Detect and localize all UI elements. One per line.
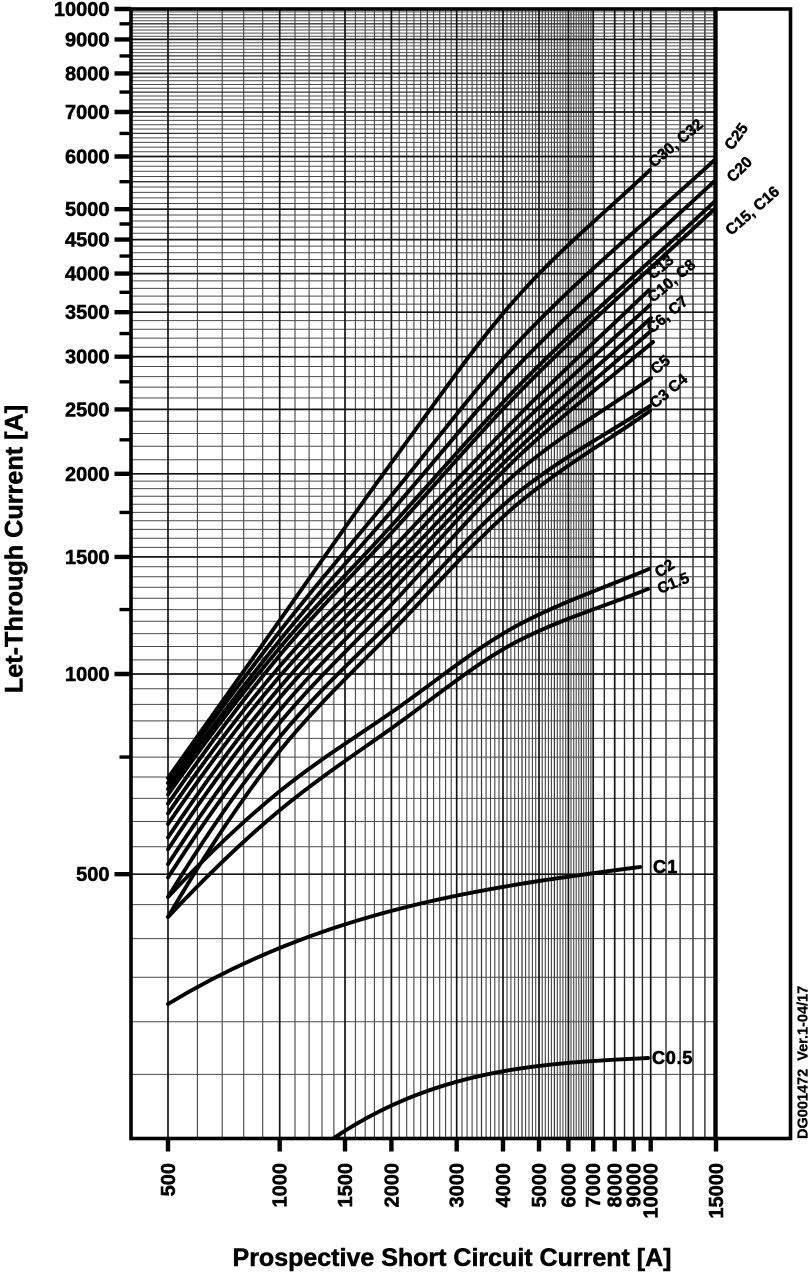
svg-text:500: 500 xyxy=(76,864,109,886)
svg-text:9000: 9000 xyxy=(65,29,110,51)
svg-text:2500: 2500 xyxy=(65,399,110,421)
svg-text:8000: 8000 xyxy=(605,1163,627,1208)
svg-text:7000: 7000 xyxy=(65,102,110,124)
svg-text:1500: 1500 xyxy=(65,547,110,569)
svg-text:Let-Through Current [A]: Let-Through Current [A] xyxy=(1,405,29,693)
svg-text:DG001472 Ver.1-04/17: DG001472 Ver.1-04/17 xyxy=(796,986,810,1139)
svg-text:6000: 6000 xyxy=(558,1163,580,1208)
svg-text:3500: 3500 xyxy=(65,302,110,324)
svg-text:C1: C1 xyxy=(653,857,678,877)
svg-text:Prospective Short Circuit Curr: Prospective Short Circuit Current [A] xyxy=(233,1244,672,1272)
svg-text:5000: 5000 xyxy=(529,1163,551,1208)
svg-text:15000: 15000 xyxy=(706,1163,728,1219)
svg-text:4000: 4000 xyxy=(493,1163,515,1208)
svg-text:4500: 4500 xyxy=(65,230,110,252)
svg-text:500: 500 xyxy=(158,1163,180,1196)
svg-text:3000: 3000 xyxy=(447,1163,469,1208)
svg-text:9000: 9000 xyxy=(624,1163,646,1208)
svg-text:2000: 2000 xyxy=(381,1163,403,1208)
svg-text:3000: 3000 xyxy=(65,347,110,369)
svg-text:8000: 8000 xyxy=(65,63,110,85)
svg-text:1500: 1500 xyxy=(335,1163,357,1208)
svg-text:2000: 2000 xyxy=(65,464,110,486)
svg-text:1000: 1000 xyxy=(270,1163,292,1208)
svg-text:5000: 5000 xyxy=(65,199,110,221)
svg-text:C0.5: C0.5 xyxy=(652,1048,693,1068)
svg-text:1000: 1000 xyxy=(65,664,110,686)
svg-text:6000: 6000 xyxy=(65,147,110,169)
svg-text:10000: 10000 xyxy=(54,0,110,21)
svg-text:7000: 7000 xyxy=(583,1163,605,1208)
svg-text:10000: 10000 xyxy=(641,1163,663,1219)
svg-text:4000: 4000 xyxy=(65,264,110,286)
